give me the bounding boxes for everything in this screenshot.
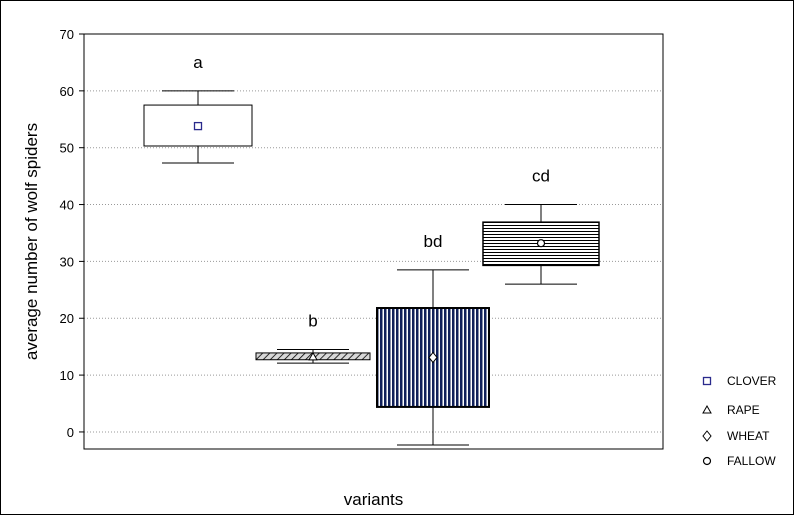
legend-label: RAPE <box>727 403 760 417</box>
significance-label: cd <box>532 167 550 186</box>
legend-item-clover: CLOVER <box>702 374 777 388</box>
x-axis-label: variants <box>344 490 404 509</box>
wheat-legend-icon <box>702 430 712 442</box>
y-tick-label: 10 <box>60 368 74 383</box>
plot-area-frame <box>83 33 664 450</box>
legend-item-wheat: WHEAT <box>702 429 770 443</box>
mean-marker <box>428 351 438 364</box>
box-rape: b <box>255 312 371 364</box>
legend-label: FALLOW <box>727 454 776 468</box>
legend-label: CLOVER <box>727 374 777 388</box>
mean-marker <box>193 121 203 131</box>
y-tick-label: 40 <box>60 198 74 213</box>
y-tick-label: 70 <box>60 27 74 42</box>
rape-legend-icon <box>702 404 712 414</box>
y-tick-label: 30 <box>60 254 74 269</box>
y-axis-label: average number of wolf spiders <box>22 123 41 360</box>
y-tick-label: 20 <box>60 311 74 326</box>
axes: 0 10 20 30 40 50 60 70 <box>60 27 664 450</box>
legend-item-rape: RAPE <box>702 403 760 417</box>
y-tick-label: 60 <box>60 84 74 99</box>
fallow-legend-icon <box>702 456 712 466</box>
legend: CLOVER RAPE WHEAT FALLOW <box>702 374 777 468</box>
y-tick-label: 50 <box>60 141 74 156</box>
box-wheat: bd <box>376 232 490 446</box>
box-fallow: cd <box>482 167 600 285</box>
mean-marker <box>308 351 318 361</box>
mean-marker <box>536 239 546 248</box>
significance-label: bd <box>424 232 443 251</box>
y-tick-label: 0 <box>67 425 74 440</box>
clover-legend-icon <box>702 376 712 386</box>
significance-label: a <box>193 53 203 72</box>
legend-item-fallow: FALLOW <box>702 454 776 468</box>
legend-label: WHEAT <box>727 429 770 443</box>
significance-label: b <box>308 312 317 331</box>
boxes: a b bd cd <box>143 53 600 446</box>
box-clover: a <box>143 53 253 164</box>
